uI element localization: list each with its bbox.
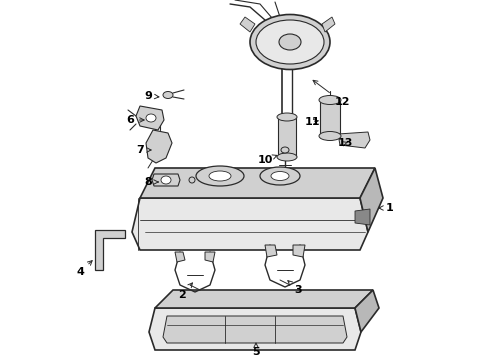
Text: 11: 11 (304, 117, 320, 127)
Text: 6: 6 (126, 115, 144, 125)
Polygon shape (175, 252, 185, 262)
Polygon shape (355, 209, 370, 225)
Polygon shape (278, 117, 296, 157)
Polygon shape (265, 245, 277, 257)
Ellipse shape (277, 153, 297, 161)
Text: 4: 4 (76, 261, 92, 277)
Text: 8: 8 (144, 177, 158, 187)
Text: 12: 12 (313, 80, 350, 107)
Polygon shape (320, 100, 340, 136)
Ellipse shape (279, 34, 301, 50)
Text: 10: 10 (257, 155, 277, 165)
Ellipse shape (260, 167, 300, 185)
Polygon shape (146, 130, 172, 163)
Ellipse shape (271, 171, 289, 180)
Polygon shape (240, 17, 255, 32)
Polygon shape (293, 245, 305, 257)
Text: 2: 2 (178, 283, 193, 300)
Polygon shape (149, 308, 361, 350)
Text: 7: 7 (136, 145, 151, 155)
Text: 13: 13 (337, 138, 353, 148)
Ellipse shape (163, 91, 173, 99)
Polygon shape (136, 106, 164, 130)
Polygon shape (155, 290, 373, 308)
Text: 9: 9 (144, 91, 159, 101)
Ellipse shape (146, 114, 156, 122)
Text: 3: 3 (288, 280, 302, 295)
Polygon shape (152, 174, 180, 186)
Polygon shape (205, 252, 215, 262)
Polygon shape (95, 230, 125, 270)
Ellipse shape (319, 131, 341, 140)
Text: 5: 5 (252, 343, 260, 357)
Polygon shape (338, 132, 370, 148)
Ellipse shape (196, 166, 244, 186)
Ellipse shape (256, 20, 324, 64)
Polygon shape (322, 17, 335, 32)
Text: 1: 1 (379, 203, 394, 213)
Ellipse shape (277, 113, 297, 121)
Ellipse shape (189, 177, 195, 183)
Polygon shape (140, 168, 375, 198)
Polygon shape (132, 198, 368, 250)
Ellipse shape (319, 95, 341, 104)
Polygon shape (360, 168, 383, 232)
Ellipse shape (161, 176, 171, 184)
Ellipse shape (281, 147, 289, 153)
Ellipse shape (209, 171, 231, 181)
Polygon shape (163, 316, 347, 343)
Polygon shape (355, 290, 379, 332)
Ellipse shape (250, 14, 330, 69)
